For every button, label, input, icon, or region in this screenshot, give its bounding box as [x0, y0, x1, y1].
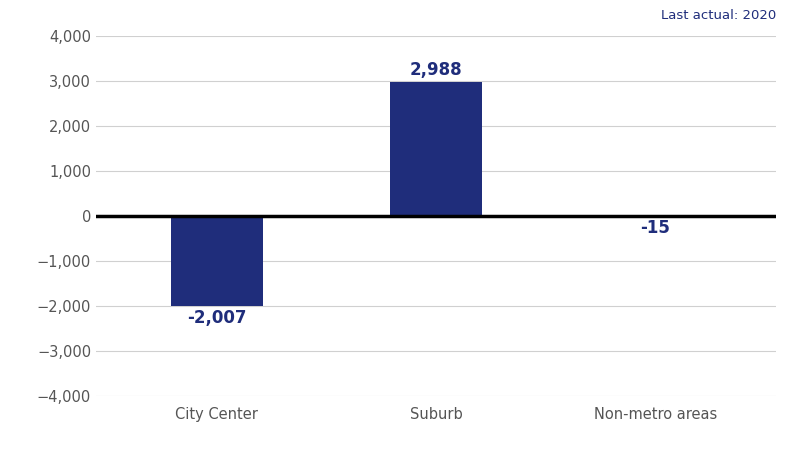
Text: -2,007: -2,007 [187, 309, 246, 327]
Bar [610, 216, 702, 217]
Text: 2,988: 2,988 [410, 61, 462, 79]
Bar [170, 216, 262, 306]
Bar [390, 81, 482, 216]
Text: -15: -15 [641, 219, 670, 237]
Text: Last actual: 2020: Last actual: 2020 [661, 9, 776, 22]
